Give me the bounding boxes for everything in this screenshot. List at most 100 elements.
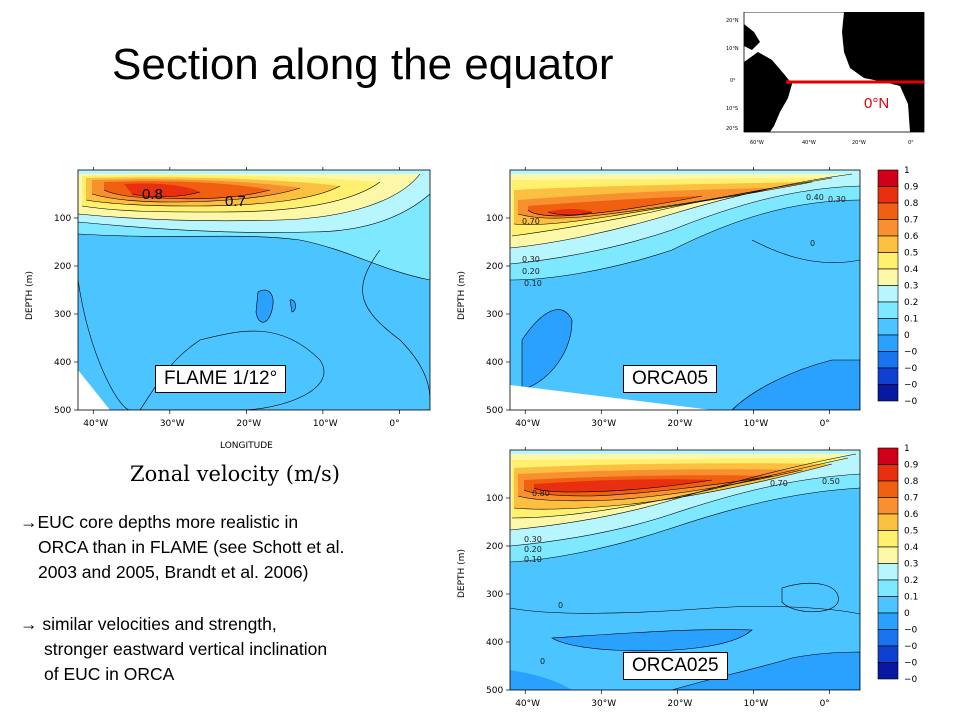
africa-landmass [842,12,924,132]
bullet-line: 2003 and 2005, Brandt et al. 2006) [38,562,309,582]
bullet-line: ORCA than in FLAME (see Schott et al. [38,537,345,557]
contour-label: 0.10 [524,555,542,564]
x-tick-label: 20°W [667,419,692,429]
y-axis-label: DEPTH (m) [25,271,35,320]
colorbar-label: 0.1 [904,593,918,603]
contour-label: 0.70 [522,217,540,226]
x-tick-label: 0° [389,419,399,429]
bullet-list: →EUC core depths more realistic in ORCA … [20,510,460,687]
x-tick-label: 30°W [591,699,616,709]
contour-label: 0.50 [822,477,840,486]
colorbar-swatch [877,202,899,220]
y-tick-label: 200 [54,262,71,272]
y-tick-label: 300 [486,310,503,320]
x-tick-label: 40°W [83,419,108,429]
x-tick-label: 0° [820,419,830,429]
x-tick-label: 30°W [591,419,616,429]
y-tick-label: 500 [486,406,503,416]
colorbar-label: 0.9 [904,461,919,471]
orca05-panel: 0.70 0.40 0.30 0.30 0.20 0.10 0 40°W 30°W… [452,160,872,450]
orca025-panel: 0.80 0.70 0.50 0.30 0.20 0.10 0 0 40°W 30… [452,438,872,720]
colorbar-label: −0 [904,659,918,669]
panel-label-orca025: ORCA025 [623,652,728,680]
colorbar-label: 0.5 [904,527,918,537]
bullet-line: → similar velocities and strength, [20,612,460,637]
contour-label: 0.8 [142,186,163,203]
inset-lat-tick: 20°S [726,126,738,132]
colorbar-swatch [877,384,899,402]
colorbar-swatch [877,645,899,663]
colorbar-swatch [877,252,899,270]
colorbar-swatch [877,546,899,564]
colorbar-label: 0.6 [904,510,919,520]
colorbar-label: −0 [904,348,918,358]
colorbar-swatch [877,447,899,465]
inset-map: 0°N 20°N 10°N 0° 10°S 20°S 60°W 40°W 20°… [714,11,944,152]
bullet-text: similar velocities and strength, [37,614,277,634]
contour-label: 0.30 [524,535,542,544]
panel-label-flame: FLAME 1/12° [155,365,287,393]
x-tick-label: 20°W [236,419,261,429]
colorbar-swatch [877,186,899,204]
inset-lat-tick: 20°N [726,18,739,24]
y-tick-label: 400 [486,638,503,648]
y-tick-label: 300 [54,310,71,320]
colorbar-swatch [877,662,899,680]
y-tick-label: 500 [486,686,503,696]
colorbar-swatch [877,219,899,237]
contour-label: 0 [810,239,815,248]
contour-label: 0.20 [522,267,540,276]
colorbar-label: 0.9 [904,183,919,193]
colorbar-label: −0 [904,642,918,652]
colorbar-swatch [877,579,899,597]
contour-label: 0.80 [532,489,550,498]
colorbar-swatch [877,530,899,548]
colorbar-label: 0.8 [904,199,919,209]
figure-caption: Zonal velocity (m/s) [130,462,340,486]
colorbar-label: −0 [904,675,918,685]
inset-lon-tick: 40°W [802,140,816,146]
colorbar-label: 0.1 [904,315,918,325]
colorbar-swatch [877,629,899,647]
colorbar-label: −0 [904,364,918,374]
x-axis-label: LONGITUDE [220,441,273,451]
colorbar-swatch [877,285,899,303]
inset-lon-tick: 20°W [852,140,866,146]
colorbar-label: 0.5 [904,249,918,259]
colorbar-swatch [877,612,899,630]
contour-label: 0 [540,657,545,666]
colorbar-label: −0 [904,381,918,391]
y-tick-label: 100 [486,494,503,504]
colorbar-label: −0 [904,626,918,636]
colorbar-swatch [877,169,899,187]
colorbar-label: 0.2 [904,576,918,586]
y-tick-label: 200 [486,262,503,272]
colorbar-swatch [877,367,899,385]
bullet-line: →EUC core depths more realistic in [20,510,460,535]
x-tick-label: 30°W [160,419,185,429]
colorbar-swatch [877,318,899,336]
inset-lat-tick: 10°S [726,106,738,112]
colorbar-swatch [877,334,899,352]
flame-panel: 0.8 0.7 40°W 30°W 20°W 10°W 0° 100 200 300 400 50… [20,160,440,460]
bullet-line: of EUC in ORCA [44,664,175,684]
y-tick-label: 400 [54,358,71,368]
colorbar-swatch [877,563,899,581]
contour-label: 0.10 [524,279,542,288]
y-axis-label: DEPTH (m) [457,549,467,598]
inset-lat-tick: 10°N [726,46,739,52]
colorbar-swatch [877,464,899,482]
colorbar-label: 0.3 [904,282,918,292]
colorbar-label: 0 [904,609,910,619]
y-tick-label: 500 [54,406,71,416]
inset-lat-tick: 0° [730,78,736,84]
x-tick-label: 10°W [313,419,338,429]
colorbar-swatch [877,513,899,531]
colorbar-label: 0.3 [904,560,918,570]
colorbar-swatch [877,351,899,369]
inset-lon-tick: 0° [908,140,914,146]
x-tick-label: 40°W [515,419,540,429]
contour-label: 0.20 [524,545,542,554]
contour-label: 0.30 [828,195,846,204]
y-tick-label: 100 [486,214,503,224]
